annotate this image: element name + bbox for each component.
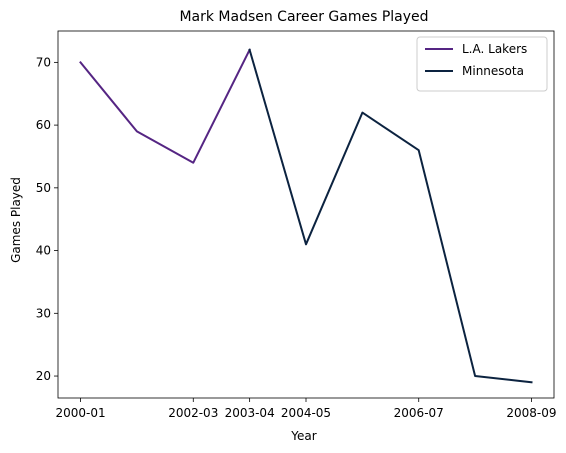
- x-tick-label: 2006-07: [394, 406, 444, 420]
- y-tick-label: 30: [36, 306, 51, 320]
- y-tick-label: 60: [36, 118, 51, 132]
- legend-entry-label: L.A. Lakers: [462, 42, 527, 56]
- series-line-l-a-lakers: [79, 48, 251, 164]
- x-tick-label: 2004-05: [281, 406, 331, 420]
- y-axis-label: Games Played: [9, 177, 23, 263]
- x-tick-label: 2003-04: [225, 406, 275, 420]
- legend-box: [416, 36, 548, 92]
- chart-title: Mark Madsen Career Games Played: [179, 9, 428, 25]
- y-tick-label: 70: [36, 55, 51, 69]
- x-tick-label: 2000-01: [55, 406, 105, 420]
- x-tick-label: 2002-03: [168, 406, 218, 420]
- series-line-minnesota: [248, 48, 533, 384]
- legend-entry-label: Minnesota: [462, 64, 524, 78]
- x-tick-label: 2008-09: [506, 406, 556, 420]
- x-axis-label: Year: [290, 429, 316, 443]
- legend: L.A. Lakers Minnesota: [416, 36, 548, 92]
- y-tick-label: 50: [36, 181, 51, 195]
- y-tick-label: 40: [36, 244, 51, 258]
- plot-area: 20 30 40 50 60 70 2000-01 2002-03 2003-04 2004-05…: [36, 30, 557, 420]
- y-tick-label: 20: [36, 369, 51, 383]
